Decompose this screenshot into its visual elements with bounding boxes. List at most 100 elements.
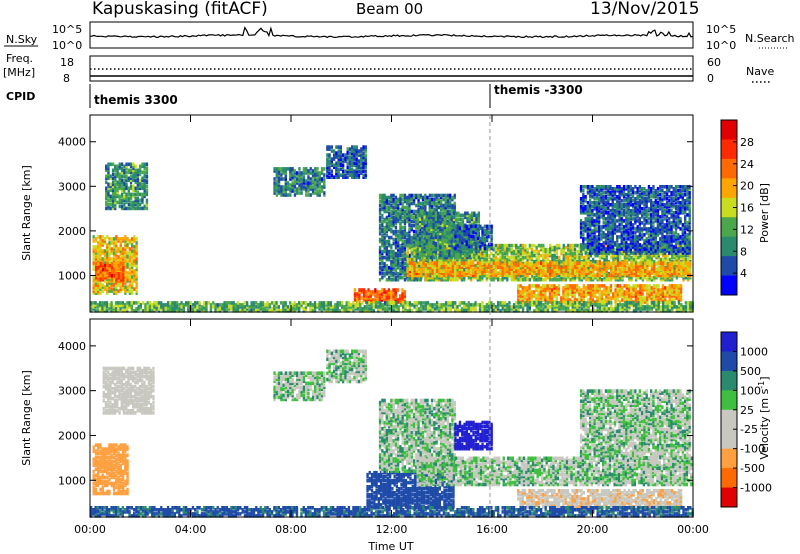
power-cell-1699	[403, 265, 407, 270]
power-cell-4832	[432, 235, 435, 240]
power-cell-89	[99, 237, 102, 241]
power-cell-4686	[682, 271, 685, 275]
power-cell-4634	[659, 263, 663, 267]
power-cell-4308	[510, 263, 513, 267]
power-cell-4614	[650, 269, 654, 273]
power-cell-4656	[668, 265, 672, 269]
power-cell-1035	[326, 171, 329, 175]
power-cell-1169	[353, 161, 356, 165]
power-cell-1186	[355, 157, 358, 161]
power-cell-269	[119, 243, 122, 247]
power-cell-3374	[569, 251, 572, 256]
power-cell-3227	[542, 247, 545, 252]
power-cell-1158	[351, 155, 354, 159]
power-cell-3049	[510, 255, 513, 260]
power-cell-1681	[401, 231, 404, 236]
power-cell-1849	[412, 209, 416, 214]
power-cell-2418	[453, 203, 456, 208]
power-cell-1913	[417, 201, 420, 206]
power-cell-313	[124, 245, 127, 249]
power-cell-84	[99, 247, 102, 251]
power-cell-4196	[460, 265, 464, 269]
power-cell-504	[105, 202, 108, 207]
power-cell-4826	[432, 249, 435, 254]
power-cell-936	[302, 187, 306, 191]
power-cell-4372	[542, 273, 545, 277]
power-cell-807	[145, 166, 149, 171]
power-cell-1392	[381, 255, 384, 260]
power-cell-4966	[450, 225, 453, 230]
power-cell-3893	[659, 257, 663, 262]
power-cell-103	[101, 249, 104, 253]
power-cell-809	[273, 191, 276, 195]
power-cell-3287	[553, 255, 556, 260]
power-cell-2428	[406, 253, 409, 258]
power-cell-1529	[390, 205, 393, 210]
power-cell-1626	[397, 207, 400, 212]
power-cell-4132	[436, 271, 439, 275]
power-cell-4688	[682, 265, 685, 269]
power-cell-4531	[614, 269, 617, 273]
power-cell-1261	[362, 290, 366, 294]
power-cell-897	[291, 173, 294, 177]
power-cell-1690	[401, 203, 404, 208]
power-cell-3213	[540, 245, 543, 250]
power-cell-4169	[451, 273, 455, 277]
power-cell-1260	[362, 292, 366, 296]
power-cell-722	[134, 186, 137, 191]
power-cell-1113	[342, 169, 345, 173]
power-cell-1127	[346, 171, 349, 175]
power-cell-1653	[399, 217, 402, 222]
power-cell-608	[118, 180, 121, 185]
power-cell-3446	[583, 275, 586, 280]
power-cell-1463	[385, 227, 388, 232]
power-cell-420	[95, 273, 98, 278]
power-cell-3338	[562, 247, 565, 252]
power-cell-569	[114, 200, 117, 205]
power-cell-1533	[390, 195, 393, 200]
power-cell-4037	[684, 257, 687, 262]
power-cell-206	[112, 243, 116, 247]
power-cell-4666	[673, 271, 676, 275]
power-cell-2716	[456, 257, 459, 262]
power-cell-780	[143, 190, 146, 195]
power-cell-4305	[510, 271, 513, 275]
power-cell-2872	[481, 253, 484, 258]
power-cell-3089	[517, 249, 520, 254]
power-cell-1452	[385, 257, 388, 262]
power-cell-2451	[411, 257, 414, 262]
power-cell-3292	[555, 277, 559, 282]
power-cell-23	[94, 283, 98, 287]
power-cell-790	[143, 166, 146, 171]
power-cell-4575	[632, 267, 635, 271]
power-cell-4714	[416, 233, 419, 238]
power-cell-1573	[394, 257, 398, 262]
power-cell-1697	[403, 269, 407, 274]
power-cell-3335	[562, 255, 565, 260]
power-cell-4866	[437, 227, 440, 232]
power-cell-4131	[433, 261, 436, 265]
power-cell-1710	[403, 239, 407, 244]
power-cell-4200	[463, 271, 466, 275]
power-cell-1877	[415, 221, 418, 226]
power-cell-4468	[583, 263, 586, 267]
power-cell-571	[114, 196, 117, 201]
power-cell-4669	[675, 271, 678, 275]
power-cell-4338	[524, 263, 527, 267]
power-cell-4852	[434, 223, 437, 228]
power-cell-4261	[490, 263, 493, 267]
power-cell-3388	[571, 255, 574, 260]
power-cell-1128	[346, 169, 349, 173]
power-cell-1624	[397, 213, 400, 218]
power-cell-3433	[580, 277, 583, 282]
power-cell-613	[118, 166, 121, 171]
power-cell-1119	[344, 175, 347, 179]
power-cell-1978	[421, 201, 425, 206]
power-cell-3940	[668, 277, 672, 282]
power-cell-520	[107, 202, 110, 207]
power-cell-4821	[430, 219, 433, 224]
power-cell-1750	[406, 213, 409, 218]
power-cell-4639	[662, 267, 665, 271]
power-cell-359	[131, 283, 134, 287]
power-cell-615	[118, 162, 121, 167]
